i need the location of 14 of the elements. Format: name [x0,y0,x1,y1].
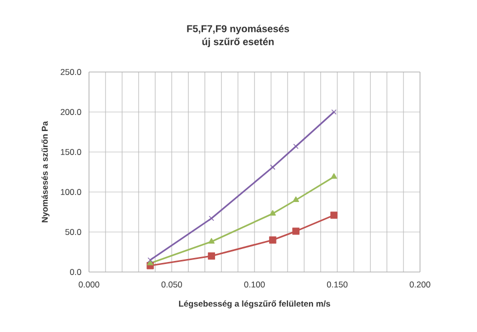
x-tick-label: 0.150 [326,282,348,288]
y-tick-label: 250.0 [60,69,82,75]
y-axis-title: Nyomásesés a szűrőn Pa [41,121,50,222]
y-tick-label: 200.0 [60,109,82,115]
y-tick-label: 50.0 [65,229,82,235]
x-axis-title: Légsebesség a légszűrő felületen m/s [179,300,330,308]
x-tick-label: 0.100 [244,282,265,288]
x-tick-label: 0.000 [78,282,100,288]
y-tick-label: 0.0 [70,269,82,275]
y-tick-label: 150.0 [60,149,82,155]
x-tick-label: 0.200 [410,282,430,288]
chart-title: F5,F7,F9 nyomásesés új szűrő esetén [187,24,290,48]
x-tick-label: 0.050 [161,282,182,288]
y-tick-label: 100.0 [60,189,82,195]
